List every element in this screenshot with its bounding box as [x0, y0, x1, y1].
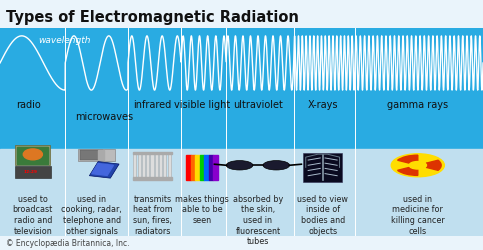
Bar [17, 147, 48, 164]
Text: used in
cooking, radar,
telephone and
other signals: used in cooking, radar, telephone and ot… [61, 194, 122, 236]
Text: Types of Electromagnetic Radiation: Types of Electromagnetic Radiation [6, 10, 298, 25]
Bar [92, 164, 114, 175]
Bar [168, 153, 170, 178]
Text: © Encyclopædia Britannica, Inc.: © Encyclopædia Britannica, Inc. [6, 238, 129, 248]
Bar [78, 148, 115, 161]
Bar [89, 162, 119, 178]
Wedge shape [398, 155, 418, 163]
Bar [303, 153, 342, 182]
Bar [191, 155, 195, 180]
Ellipse shape [263, 160, 290, 170]
Bar [204, 155, 209, 180]
Text: absorbed by
the skin,
used in
fluorescent
tubes: absorbed by the skin, used in fluorescen… [233, 194, 283, 246]
Text: used to view
inside of
bodies and
objects: used to view inside of bodies and object… [297, 194, 348, 236]
Wedge shape [426, 160, 441, 170]
Text: radio: radio [15, 100, 41, 110]
Bar [195, 155, 199, 180]
Bar [142, 153, 145, 178]
Bar [186, 155, 191, 180]
Text: ultraviolet: ultraviolet [233, 100, 283, 110]
Bar [138, 153, 141, 178]
Bar [146, 153, 149, 178]
Ellipse shape [227, 160, 253, 170]
Text: microwaves: microwaves [75, 112, 133, 122]
Bar [80, 150, 103, 160]
Text: makes things
able to be
seen: makes things able to be seen [175, 194, 229, 225]
Text: used to
broadcast
radio and
television: used to broadcast radio and television [13, 194, 53, 236]
Bar [159, 153, 162, 178]
Text: X-rays: X-rays [307, 100, 338, 110]
Bar [0, 28, 483, 148]
Bar [199, 155, 204, 180]
Bar [155, 153, 158, 178]
Bar [0, 148, 483, 236]
Text: wavelength: wavelength [39, 36, 91, 45]
Bar [133, 153, 136, 178]
Bar [15, 146, 50, 165]
Text: infrared: infrared [133, 100, 172, 110]
Circle shape [409, 162, 426, 169]
Bar [213, 155, 217, 180]
Wedge shape [398, 167, 418, 175]
Bar [15, 166, 51, 178]
Text: gamma rays: gamma rays [387, 100, 448, 110]
Text: transmits
heat from
sun, fires,
radiators: transmits heat from sun, fires, radiator… [133, 194, 172, 236]
Text: visible light: visible light [174, 100, 230, 110]
Bar [133, 178, 172, 180]
Bar [163, 153, 167, 178]
Bar [209, 155, 213, 180]
Bar [133, 152, 172, 154]
Bar [17, 147, 48, 164]
Ellipse shape [23, 149, 43, 160]
Text: used in
medicine for
killing cancer
cells: used in medicine for killing cancer cell… [391, 194, 445, 236]
Circle shape [391, 154, 444, 177]
Bar [151, 153, 154, 178]
Text: 12:29: 12:29 [24, 170, 37, 174]
Bar [99, 150, 104, 160]
